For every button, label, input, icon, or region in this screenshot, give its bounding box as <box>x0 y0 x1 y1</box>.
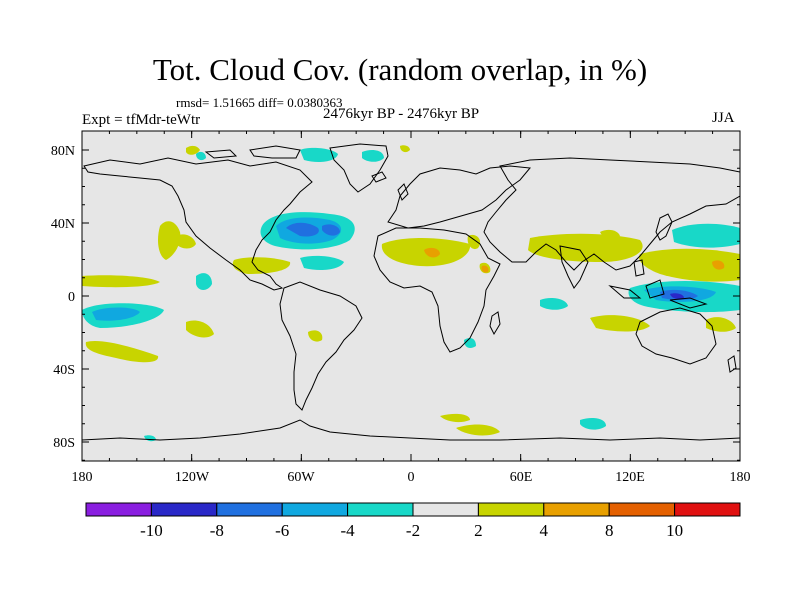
anomaly-yellow-southern-2 <box>456 424 500 436</box>
stats-label: rmsd= 1.51665 diff= 0.0380363 <box>176 95 343 110</box>
coast-africa <box>373 227 501 353</box>
anomaly-cyan-wpacific-n <box>672 223 740 248</box>
colorbar-label-7: 4 <box>540 521 549 540</box>
lon-tick-label-120w: 120W <box>175 470 210 485</box>
colorbar-label-8: 8 <box>605 521 614 540</box>
coast-india <box>559 245 589 289</box>
anomaly-yellow-china <box>600 229 620 240</box>
anomaly-blue-natlantic <box>286 222 340 237</box>
coast-north-america <box>83 157 313 291</box>
lat-tick-label-40s: 40S <box>53 363 75 378</box>
colorbar-swatch-6 <box>412 502 479 517</box>
anomaly-orange-ne-africa <box>481 265 489 273</box>
colorbar-label-1: -10 <box>140 521 163 540</box>
anomaly-yellow-southern-1 <box>440 413 470 423</box>
anomaly-cyan-southern-1 <box>580 418 606 430</box>
colorbar-label-2: -8 <box>210 521 224 540</box>
anomaly-orange-wpacific <box>712 260 725 270</box>
lon-tick-label-120e: 120E <box>615 470 645 485</box>
coast-canada-islands <box>204 145 301 159</box>
anomaly-yellow-pacific-e <box>176 234 196 249</box>
lat-tick-label-0: 0 <box>68 290 75 305</box>
coastlines <box>82 143 740 441</box>
anomaly-lightblue-spacific <box>92 307 140 321</box>
coast-south-america <box>279 281 363 411</box>
anomaly-yellow-spacific-e <box>186 320 214 338</box>
anomaly-yellow-asia-band <box>528 233 643 262</box>
anomaly-orange-sahara <box>424 247 440 258</box>
colorbar-swatch-8 <box>543 502 610 517</box>
colorbar-swatch-7 <box>477 502 545 517</box>
colorbar-swatch-10 <box>674 502 741 517</box>
colorbar: -10 -8 -6 -4 -2 2 4 8 10 <box>85 502 741 540</box>
lon-tick-label-60w: 60W <box>287 470 315 485</box>
anomaly-cyan-indian <box>540 298 568 310</box>
anomaly-yellow-spacific-s <box>85 340 159 363</box>
season-label: JJA <box>712 110 735 126</box>
coast-greenland <box>329 143 389 193</box>
anomaly-cyan-pacific-c <box>196 273 212 290</box>
lon-tick-label-0: 0 <box>408 470 415 485</box>
coast-new-zealand <box>727 355 737 373</box>
anomaly-yellow-tropic-band <box>82 275 160 288</box>
colorbar-label-6: 2 <box>474 521 483 540</box>
coast-asia <box>483 157 740 271</box>
anomaly-yellow-pacific-ne <box>158 221 181 260</box>
coast-uk <box>371 171 409 201</box>
colorbar-label-3: -6 <box>275 521 289 540</box>
colorbar-swatch-5 <box>347 502 414 517</box>
lon-tick-label-180w: 180 <box>72 470 93 485</box>
lat-tick-label-80s: 80S <box>53 436 75 451</box>
colorbar-swatch-9 <box>608 502 676 517</box>
colorbar-label-4: -4 <box>341 521 356 540</box>
coast-antarctica <box>82 419 740 441</box>
map-title: Tot. Cloud Cov. (random overlap, in %) <box>152 52 648 87</box>
axis-ticks <box>81 131 741 461</box>
coast-japan <box>655 213 673 241</box>
colorbar-swatch-3 <box>216 502 283 517</box>
lon-tick-label-60e: 60E <box>510 470 533 485</box>
colorbar-swatch-4 <box>281 502 349 517</box>
experiment-label: Expt = tfMdr-teWtr <box>82 112 201 128</box>
colorbar-label-5: -2 <box>406 521 420 540</box>
anomaly-yellow-wpacific <box>638 248 740 282</box>
anomaly-fields <box>82 145 740 442</box>
coast-indonesia <box>608 259 708 309</box>
colorbar-label-9: 10 <box>666 521 683 540</box>
lat-tick-label-40n: 40N <box>51 217 75 232</box>
lon-tick-label-180e: 180 <box>730 470 751 485</box>
anomaly-cyan-caribbean <box>300 255 344 270</box>
anomaly-yellow-indian-s <box>590 315 650 332</box>
anomaly-yellow-ne-africa <box>467 234 491 274</box>
anomaly-yellow-s-america <box>308 330 323 342</box>
colorbar-swatch-1 <box>85 502 152 517</box>
coast-europe <box>387 165 531 229</box>
anomaly-darkblue-wpacific-eq <box>670 293 684 299</box>
coast-madagascar <box>489 311 501 336</box>
coast-australia <box>635 307 717 365</box>
lat-tick-label-80n: 80N <box>51 144 75 159</box>
colorbar-swatch-2 <box>150 502 218 517</box>
anomaly-yellow-america-c <box>232 257 291 274</box>
anomaly-yellow-australia-e <box>706 317 736 332</box>
period-label: 2476kyr BP - 2476kyr BP <box>323 106 480 122</box>
